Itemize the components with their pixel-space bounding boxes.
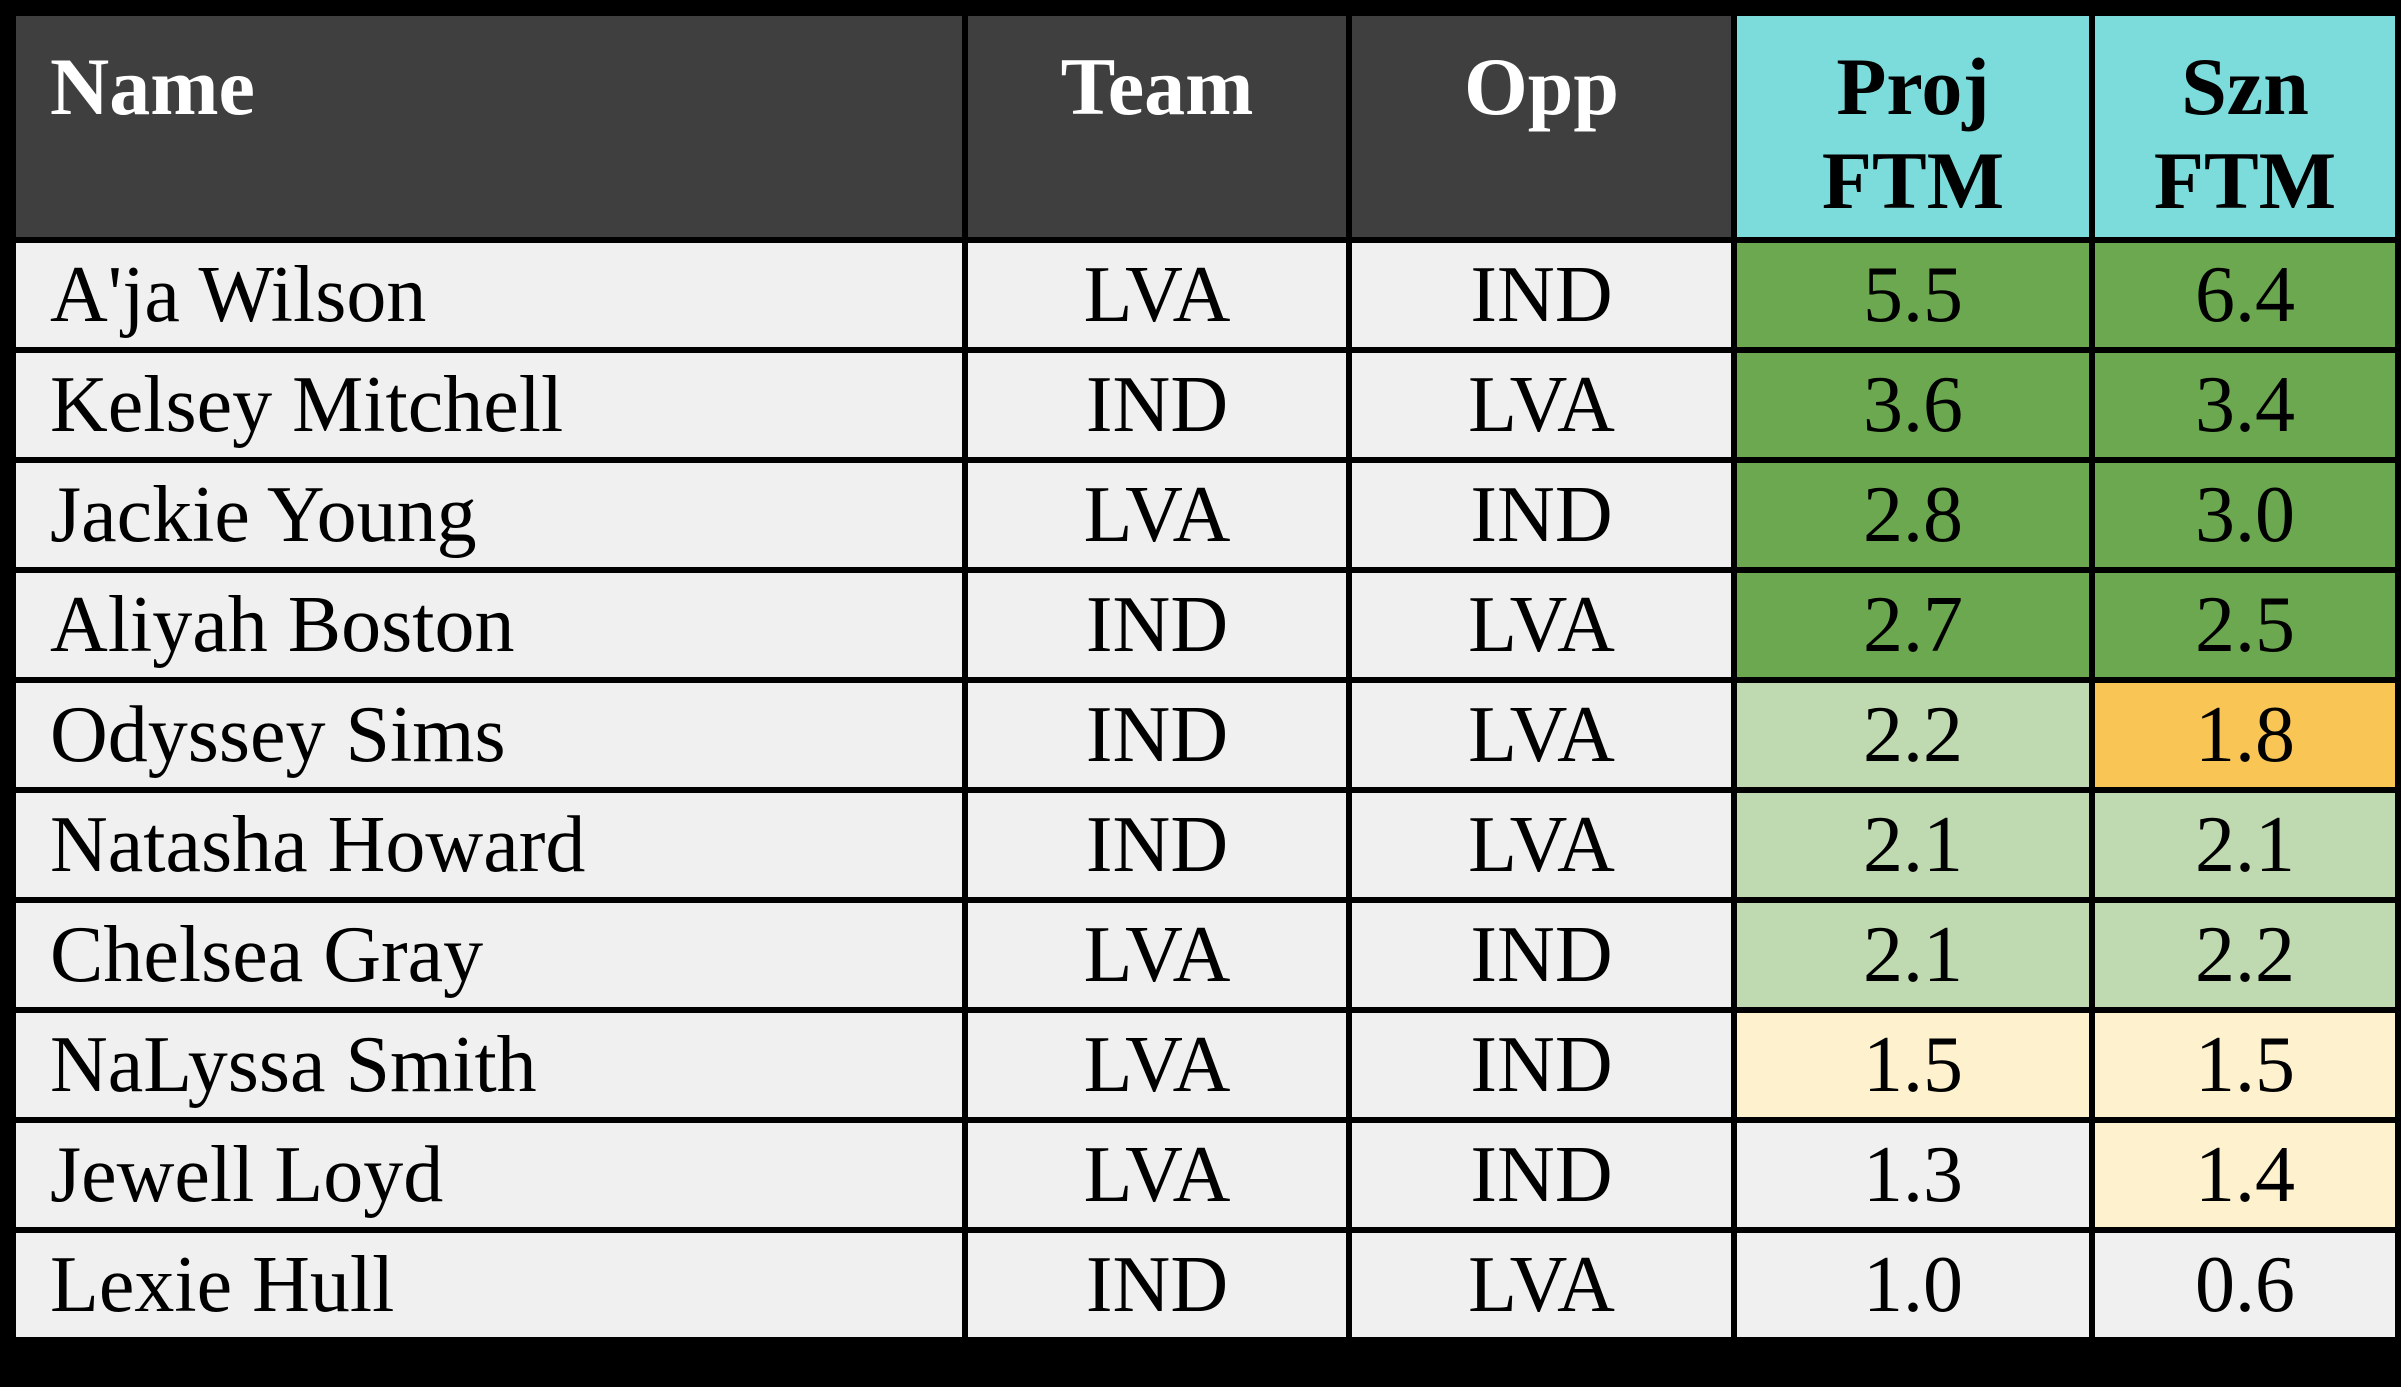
column-header-team: Team <box>962 10 1352 243</box>
player-name-cell: Jackie Young <box>10 457 968 573</box>
proj-ftm-header-line2: FTM <box>1821 135 2005 226</box>
header-row: Name Team Opp Proj FTM Szn FTM <box>10 10 2401 243</box>
opp-cell: LVA <box>1346 677 1737 793</box>
table-row: Aliyah Boston IND LVA 2.7 2.5 <box>10 567 2401 683</box>
player-name-cell: Odyssey Sims <box>10 677 968 793</box>
opp-cell: LVA <box>1346 1227 1737 1343</box>
team-cell: LVA <box>962 1007 1352 1123</box>
table-row: Natasha Howard IND LVA 2.1 2.1 <box>10 787 2401 903</box>
player-name-cell: Lexie Hull <box>10 1227 968 1343</box>
table-row: A'ja Wilson LVA IND 5.5 6.4 <box>10 237 2401 353</box>
player-name-cell: Kelsey Mitchell <box>10 347 968 463</box>
table-row: NaLyssa Smith LVA IND 1.5 1.5 <box>10 1007 2401 1123</box>
proj-ftm-cell: 2.8 <box>1731 457 2095 573</box>
team-cell: LVA <box>962 457 1352 573</box>
table-row: Chelsea Gray LVA IND 2.1 2.2 <box>10 897 2401 1013</box>
proj-ftm-cell: 1.5 <box>1731 1007 2095 1123</box>
proj-ftm-cell: 1.3 <box>1731 1117 2095 1233</box>
opp-cell: LVA <box>1346 787 1737 903</box>
team-cell: LVA <box>962 237 1352 353</box>
player-name-cell: Chelsea Gray <box>10 897 968 1013</box>
szn-ftm-cell: 1.5 <box>2089 1007 2401 1123</box>
team-cell: IND <box>962 347 1352 463</box>
szn-ftm-cell: 2.1 <box>2089 787 2401 903</box>
team-cell: LVA <box>962 897 1352 1013</box>
player-name-cell: NaLyssa Smith <box>10 1007 968 1123</box>
column-header-proj-ftm: Proj FTM <box>1731 10 2095 243</box>
opp-cell: LVA <box>1346 347 1737 463</box>
szn-ftm-cell: 3.4 <box>2089 347 2401 463</box>
player-name-cell: A'ja Wilson <box>10 237 968 353</box>
team-cell: LVA <box>962 1117 1352 1233</box>
proj-ftm-cell: 2.1 <box>1731 897 2095 1013</box>
szn-ftm-cell: 2.2 <box>2089 897 2401 1013</box>
column-header-opp: Opp <box>1346 10 1737 243</box>
ftm-projection-table: Name Team Opp Proj FTM Szn FTM A'ja Wils… <box>10 10 2401 1343</box>
player-name-cell: Aliyah Boston <box>10 567 968 683</box>
szn-ftm-cell: 3.0 <box>2089 457 2401 573</box>
opp-cell: IND <box>1346 237 1737 353</box>
proj-ftm-cell: 1.0 <box>1731 1227 2095 1343</box>
szn-ftm-cell: 1.8 <box>2089 677 2401 793</box>
column-header-szn-ftm: Szn FTM <box>2089 10 2401 243</box>
team-cell: IND <box>962 1227 1352 1343</box>
column-header-name: Name <box>10 10 968 243</box>
team-cell: IND <box>962 677 1352 793</box>
szn-ftm-cell: 2.5 <box>2089 567 2401 683</box>
opp-cell: IND <box>1346 457 1737 573</box>
opp-cell: IND <box>1346 897 1737 1013</box>
player-name-cell: Natasha Howard <box>10 787 968 903</box>
opp-cell: LVA <box>1346 567 1737 683</box>
szn-ftm-cell: 6.4 <box>2089 237 2401 353</box>
table-row: Odyssey Sims IND LVA 2.2 1.8 <box>10 677 2401 793</box>
proj-ftm-cell: 2.2 <box>1731 677 2095 793</box>
table-row: Lexie Hull IND LVA 1.0 0.6 <box>10 1227 2401 1343</box>
opp-cell: IND <box>1346 1117 1737 1233</box>
szn-ftm-cell: 1.4 <box>2089 1117 2401 1233</box>
table-row: Kelsey Mitchell IND LVA 3.6 3.4 <box>10 347 2401 463</box>
team-cell: IND <box>962 567 1352 683</box>
table-row: Jackie Young LVA IND 2.8 3.0 <box>10 457 2401 573</box>
team-cell: IND <box>962 787 1352 903</box>
player-name-cell: Jewell Loyd <box>10 1117 968 1233</box>
proj-ftm-cell: 5.5 <box>1731 237 2095 353</box>
proj-ftm-header-line1: Proj <box>1836 41 1990 132</box>
proj-ftm-cell: 2.7 <box>1731 567 2095 683</box>
proj-ftm-cell: 2.1 <box>1731 787 2095 903</box>
szn-ftm-cell: 0.6 <box>2089 1227 2401 1343</box>
table-row: Jewell Loyd LVA IND 1.3 1.4 <box>10 1117 2401 1233</box>
szn-ftm-header-line1: Szn <box>2181 41 2309 132</box>
proj-ftm-cell: 3.6 <box>1731 347 2095 463</box>
opp-cell: IND <box>1346 1007 1737 1123</box>
szn-ftm-header-line2: FTM <box>2153 135 2337 226</box>
